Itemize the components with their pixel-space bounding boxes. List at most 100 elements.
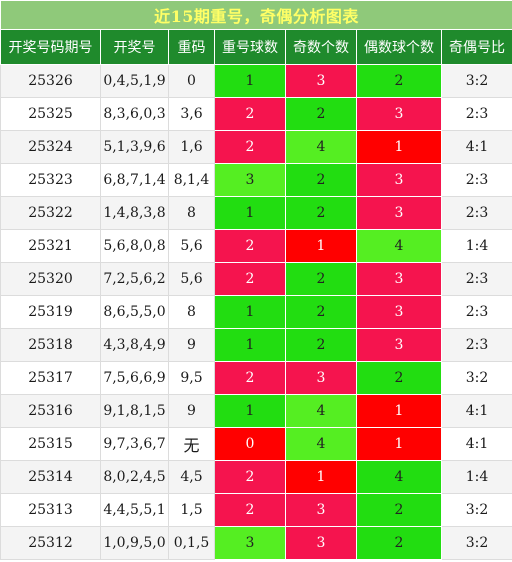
- cell-even-count: 1: [356, 427, 442, 461]
- cell-odd-count: 2: [285, 163, 357, 197]
- cell-numbers: 6,8,7,1,4: [100, 163, 169, 197]
- cell-ratio: 3:2: [440, 64, 512, 98]
- cell-odd-count: 2: [285, 295, 357, 329]
- cell-ratio: 2:3: [440, 328, 512, 362]
- cell-ratio: 2:3: [440, 295, 512, 329]
- cell-even-count: 3: [356, 295, 442, 329]
- cell-issue: 25320: [0, 262, 101, 296]
- cell-ratio: 3:2: [440, 493, 512, 527]
- title-row: 近15期重号，奇偶分析图表: [0, 0, 512, 30]
- cell-repeat: 8: [168, 196, 215, 230]
- cell-issue: 25317: [0, 361, 101, 395]
- cell-ratio: 2:3: [440, 163, 512, 197]
- cell-even-count: 3: [356, 163, 442, 197]
- header-repeat: 重码: [168, 29, 215, 65]
- cell-repeat-count: 1: [214, 328, 286, 362]
- cell-even-count: 2: [356, 493, 442, 527]
- cell-even-count: 3: [356, 262, 442, 296]
- cell-odd-count: 2: [285, 262, 357, 296]
- cell-issue: 25316: [0, 394, 101, 428]
- cell-repeat-count: 2: [214, 130, 286, 164]
- cell-ratio: 2:3: [440, 196, 512, 230]
- cell-issue: 25319: [0, 295, 101, 329]
- cell-issue: 25323: [0, 163, 101, 197]
- cell-ratio: 1:4: [440, 229, 512, 263]
- table-row: 25317 7,5,6,6,9 9,5 2 3 2 3:2: [0, 361, 512, 395]
- cell-even-count: 4: [356, 460, 442, 494]
- cell-numbers: 8,6,5,5,0: [100, 295, 169, 329]
- cell-repeat: 8,1,4: [168, 163, 215, 197]
- cell-repeat-count: 1: [214, 295, 286, 329]
- table-row: 25325 8,3,6,0,3 3,6 2 2 3 2:3: [0, 97, 512, 131]
- cell-issue: 25321: [0, 229, 101, 263]
- cell-even-count: 3: [356, 328, 442, 362]
- cell-repeat-count: 2: [214, 361, 286, 395]
- cell-repeat-count: 2: [214, 460, 286, 494]
- cell-repeat-count: 2: [214, 493, 286, 527]
- cell-numbers: 7,2,5,6,2: [100, 262, 169, 296]
- cell-ratio: 3:2: [440, 526, 512, 560]
- cell-ratio: 4:1: [440, 130, 512, 164]
- cell-repeat: 9,5: [168, 361, 215, 395]
- cell-issue: 25322: [0, 196, 101, 230]
- header-numbers: 开奖号: [100, 29, 169, 65]
- header-issue: 开奖号码期号: [0, 29, 101, 65]
- cell-odd-count: 2: [285, 328, 357, 362]
- cell-odd-count: 2: [285, 196, 357, 230]
- cell-odd-count: 3: [285, 361, 357, 395]
- cell-ratio: 4:1: [440, 427, 512, 461]
- table-row: 25313 4,4,5,5,1 1,5 2 3 2 3:2: [0, 493, 512, 527]
- cell-odd-count: 3: [285, 64, 357, 98]
- cell-repeat-count: 2: [214, 97, 286, 131]
- cell-numbers: 5,1,3,9,6: [100, 130, 169, 164]
- cell-numbers: 8,0,2,4,5: [100, 460, 169, 494]
- cell-repeat: 4,5: [168, 460, 215, 494]
- cell-numbers: 1,0,9,5,0: [100, 526, 169, 560]
- header-repeat-count: 重号球数: [214, 29, 286, 65]
- cell-repeat: 5,6: [168, 229, 215, 263]
- cell-numbers: 0,4,5,1,9: [100, 64, 169, 98]
- cell-numbers: 7,5,6,6,9: [100, 361, 169, 395]
- cell-odd-count: 2: [285, 97, 357, 131]
- cell-repeat-count: 3: [214, 163, 286, 197]
- table-row: 25312 1,0,9,5,0 0,1,5 3 3 2 3:2: [0, 526, 512, 560]
- cell-issue: 25312: [0, 526, 101, 560]
- cell-even-count: 3: [356, 97, 442, 131]
- cell-issue: 25315: [0, 427, 101, 461]
- cell-repeat: 无: [168, 427, 215, 461]
- cell-repeat-count: 1: [214, 394, 286, 428]
- cell-ratio: 2:3: [440, 262, 512, 296]
- table-row: 25315 9,7,3,6,7 无 0 4 1 4:1: [0, 427, 512, 461]
- cell-repeat: 8: [168, 295, 215, 329]
- cell-repeat: 0,1,5: [168, 526, 215, 560]
- header-row: 开奖号码期号 开奖号 重码 重号球数 奇数个数 偶数球个数 奇偶号比: [0, 29, 512, 65]
- table-row: 25318 4,3,8,4,9 9 1 2 3 2:3: [0, 328, 512, 362]
- cell-numbers: 8,3,6,0,3: [100, 97, 169, 131]
- cell-odd-count: 3: [285, 493, 357, 527]
- cell-repeat: 0: [168, 64, 215, 98]
- cell-repeat: 3,6: [168, 97, 215, 131]
- cell-even-count: 3: [356, 196, 442, 230]
- cell-repeat-count: 0: [214, 427, 286, 461]
- cell-issue: 25326: [0, 64, 101, 98]
- cell-even-count: 2: [356, 526, 442, 560]
- table-row: 25319 8,6,5,5,0 8 1 2 3 2:3: [0, 295, 512, 329]
- table-row: 25321 5,6,8,0,8 5,6 2 1 4 1:4: [0, 229, 512, 263]
- table-row: 25320 7,2,5,6,2 5,6 2 2 3 2:3: [0, 262, 512, 296]
- cell-numbers: 4,4,5,5,1: [100, 493, 169, 527]
- cell-ratio: 2:3: [440, 97, 512, 131]
- cell-repeat-count: 3: [214, 526, 286, 560]
- cell-issue: 25324: [0, 130, 101, 164]
- cell-even-count: 1: [356, 130, 442, 164]
- cell-repeat: 1,6: [168, 130, 215, 164]
- cell-repeat-count: 2: [214, 229, 286, 263]
- cell-odd-count: 1: [285, 460, 357, 494]
- cell-ratio: 3:2: [440, 361, 512, 395]
- cell-odd-count: 4: [285, 427, 357, 461]
- cell-numbers: 9,1,8,1,5: [100, 394, 169, 428]
- cell-even-count: 2: [356, 361, 442, 395]
- cell-numbers: 1,4,8,3,8: [100, 196, 169, 230]
- table-row: 25316 9,1,8,1,5 9 1 4 1 4:1: [0, 394, 512, 428]
- cell-odd-count: 4: [285, 394, 357, 428]
